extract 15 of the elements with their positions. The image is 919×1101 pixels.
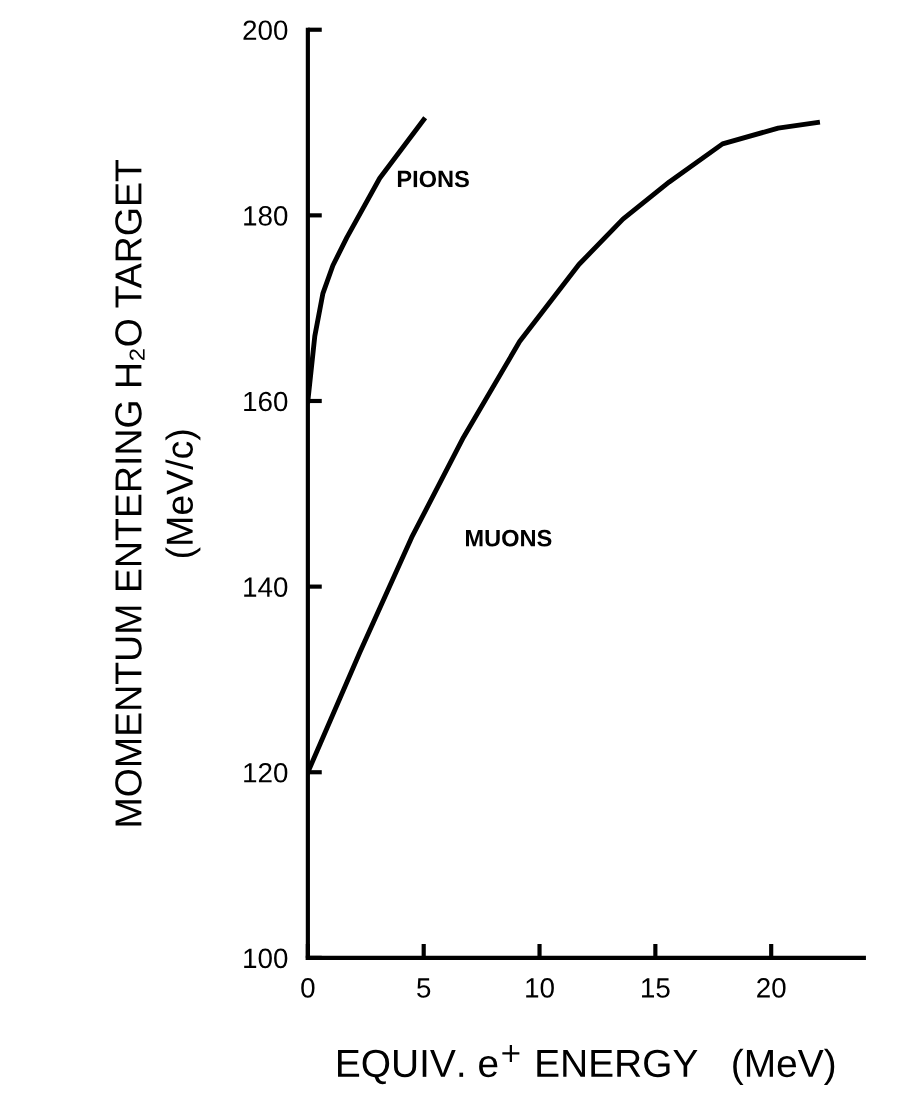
y-tick-label: 160 [244, 391, 288, 412]
x-tick-label: 15 [642, 978, 670, 998]
x-axis-title: EQUIV. e$^{+}$ ENERGY (MeV) [338, 1044, 835, 1085]
y-tick-label: 140 [244, 577, 288, 597]
x-tick-label: 5 [417, 978, 431, 998]
x-tick-label: 10 [526, 978, 554, 998]
x-tick-label: 20 [757, 978, 786, 998]
y-tick-label: 120 [244, 762, 288, 783]
series-label: MUONS [466, 529, 552, 547]
y-tick-label: 200 [243, 20, 288, 41]
y-tick-label: 100 [244, 948, 288, 969]
y-axis-title: MOMENTUM ENTERING H₂O TARGET (MeV/c) [115, 159, 201, 826]
y-tick-label: 180 [244, 206, 288, 226]
x-tick-label: 0 [301, 978, 315, 998]
series-label: PIONS [397, 170, 469, 188]
